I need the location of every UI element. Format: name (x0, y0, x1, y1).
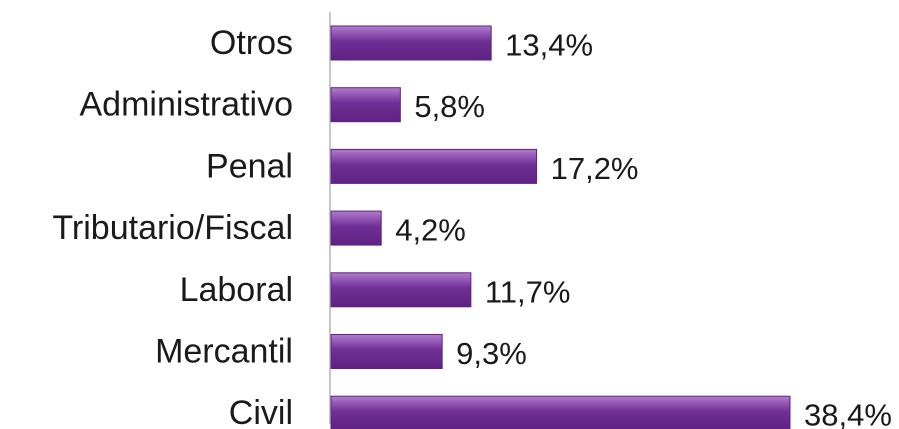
value-label-otros: 13,4% (505, 28, 593, 63)
labels-group: Otros 13,4% Administrativo 5,8% Penal 17,2% Tr… (52, 24, 891, 429)
category-label-otros: Otros (210, 24, 293, 62)
bar-otros (330, 25, 492, 61)
bar-tributario-fiscal (330, 210, 382, 246)
value-label-laboral: 11,7% (485, 274, 571, 309)
category-label-tributario-fiscal: Tributario/Fiscal (52, 209, 293, 247)
value-label-administrativo: 5,8% (414, 89, 485, 124)
bar-mercantil (330, 334, 443, 369)
bar-penal (330, 148, 538, 184)
bars-group (330, 25, 791, 429)
category-label-laboral: Laboral (180, 271, 293, 309)
category-label-penal: Penal (206, 147, 293, 185)
bar-laboral (330, 272, 472, 308)
value-label-penal: 17,2% (551, 151, 639, 186)
value-label-mercantil: 9,3% (456, 336, 527, 371)
category-label-civil: Civil (229, 394, 293, 429)
category-label-administrativo: Administrativo (79, 86, 293, 124)
bar-civil (330, 395, 791, 429)
bar-administrativo (330, 87, 401, 123)
value-label-civil: 38,4% (804, 398, 892, 429)
value-label-tributario-fiscal: 4,2% (395, 213, 466, 248)
category-label-mercantil: Mercantil (155, 333, 293, 371)
